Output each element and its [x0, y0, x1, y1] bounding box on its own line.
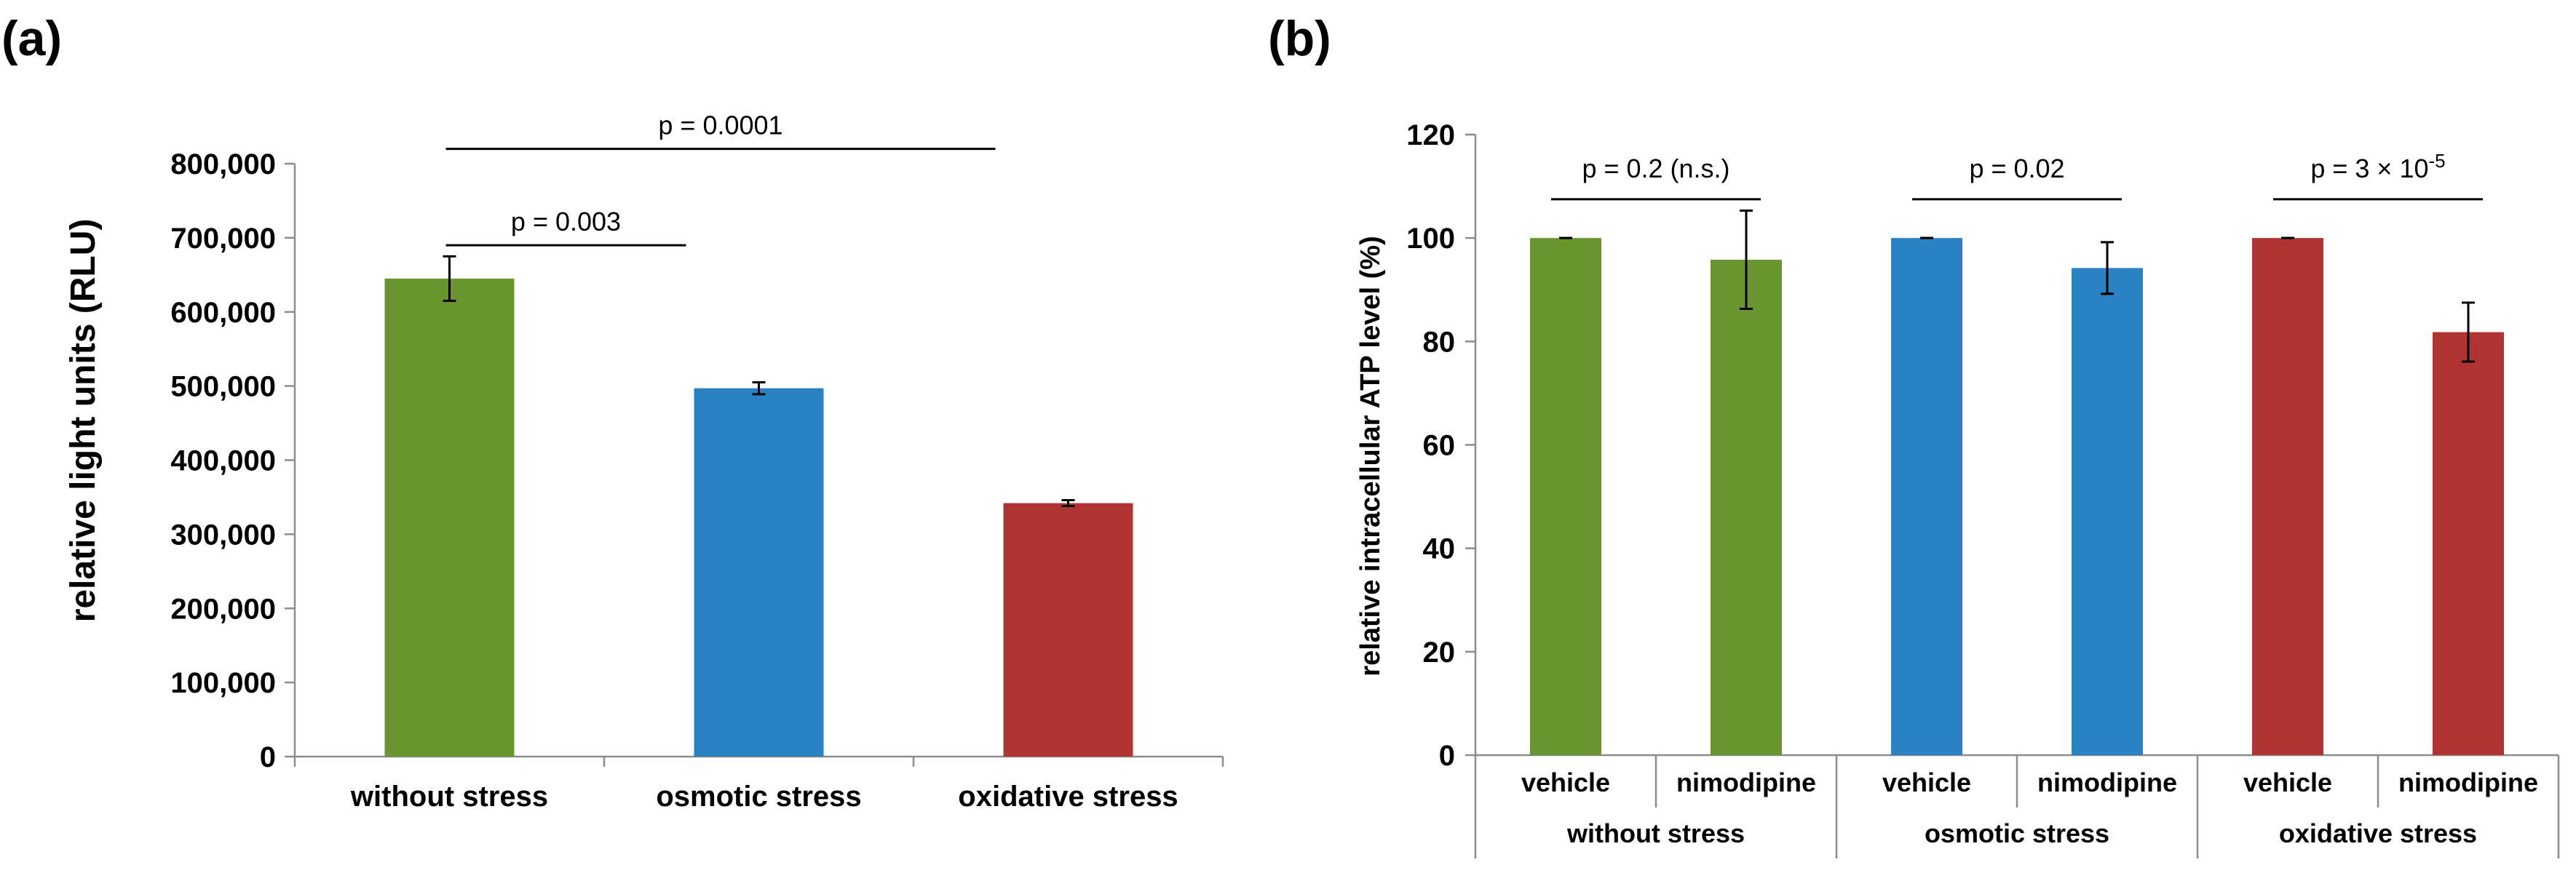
panel-b-subcategory-label: vehicle — [1521, 768, 1610, 797]
panel-a-p-value: p = 0.003 — [511, 207, 621, 236]
panel-a-y-tick-label: 300,000 — [170, 519, 276, 551]
panel-b-bar — [1530, 238, 1601, 756]
panel-a-y-tick-label: 700,000 — [170, 223, 276, 255]
panel-b-p-value: p = 0.02 — [1969, 154, 2064, 183]
panel-b-bar — [1711, 260, 1782, 755]
panel-b-y-tick-label: 0 — [1439, 740, 1455, 772]
panel-b-p-value: p = 3 × 10-5 — [2310, 150, 2445, 183]
panel-a-category-label: osmotic stress — [656, 781, 861, 813]
panel-a-y-axis-title: relative light units (RLU) — [64, 219, 103, 623]
panel-a-y-tick-label: 600,000 — [170, 297, 276, 329]
panel-b-subcategory-label: vehicle — [1882, 768, 1971, 797]
panel-a-y-tick-label: 500,000 — [170, 371, 276, 403]
panel-b-subcategory-label: nimodipine — [2037, 768, 2177, 797]
panel-b-group-label: oxidative stress — [2279, 818, 2477, 848]
panel-b-y-tick-label: 100 — [1406, 223, 1455, 255]
panel-a-bar — [1003, 503, 1133, 757]
panel-a-category-label: without stress — [350, 781, 548, 813]
panel-b-y-axis-title: relative intracellular ATP level (%) — [1355, 236, 1386, 676]
panel-a-y-tick-label: 800,000 — [170, 148, 276, 180]
panel-b-subcategory-label: nimodipine — [2398, 768, 2538, 797]
panel-a-y-tick-label: 400,000 — [170, 445, 276, 477]
panel-b-p-value-exponent: -5 — [2429, 150, 2446, 172]
panel-b-bar — [2252, 238, 2323, 756]
panel-b-group-label: osmotic stress — [1925, 818, 2109, 848]
panel-a-bar — [384, 278, 515, 757]
panel-a-chart: relative light units (RLU) 0 100,000 200,0… — [64, 111, 1224, 813]
panel-b-group-label: without stress — [1566, 818, 1745, 848]
panel-b-y-tick-label: 80 — [1423, 326, 1456, 358]
panel-b-subcategory-label: nimodipine — [1676, 768, 1816, 797]
panel-a-category-label: oxidative stress — [958, 781, 1178, 813]
panel-b-bar — [2433, 332, 2504, 755]
panel-b-y-tick-label: 60 — [1423, 430, 1456, 462]
panel-b-y-tick-label: 120 — [1406, 119, 1455, 151]
panel-b-p-value: p = 0.2 (n.s.) — [1582, 154, 1729, 183]
panel-a-label: (a) — [1, 11, 62, 66]
panel-a-y-tick-label: 100,000 — [170, 667, 276, 699]
panel-b-bar — [2072, 268, 2143, 755]
panel-a-bar — [694, 388, 824, 757]
panel-a-y-tick-label: 200,000 — [170, 593, 276, 625]
panel-b-p-value-base: p = 3 × 10 — [2310, 154, 2428, 183]
panel-b-chart: relative intracellular ATP level (%) 0 20… — [1355, 119, 2560, 858]
panel-b-y-tick-label: 40 — [1423, 533, 1456, 565]
panel-a-p-value: p = 0.0001 — [658, 111, 782, 140]
panel-b-bar — [1891, 238, 1962, 756]
panel-b-subcategory-label: vehicle — [2243, 768, 2332, 797]
panel-a-y-tick-label: 0 — [260, 741, 276, 773]
panel-b-label: (b) — [1268, 11, 1331, 66]
panel-b-y-tick-label: 20 — [1423, 637, 1456, 669]
